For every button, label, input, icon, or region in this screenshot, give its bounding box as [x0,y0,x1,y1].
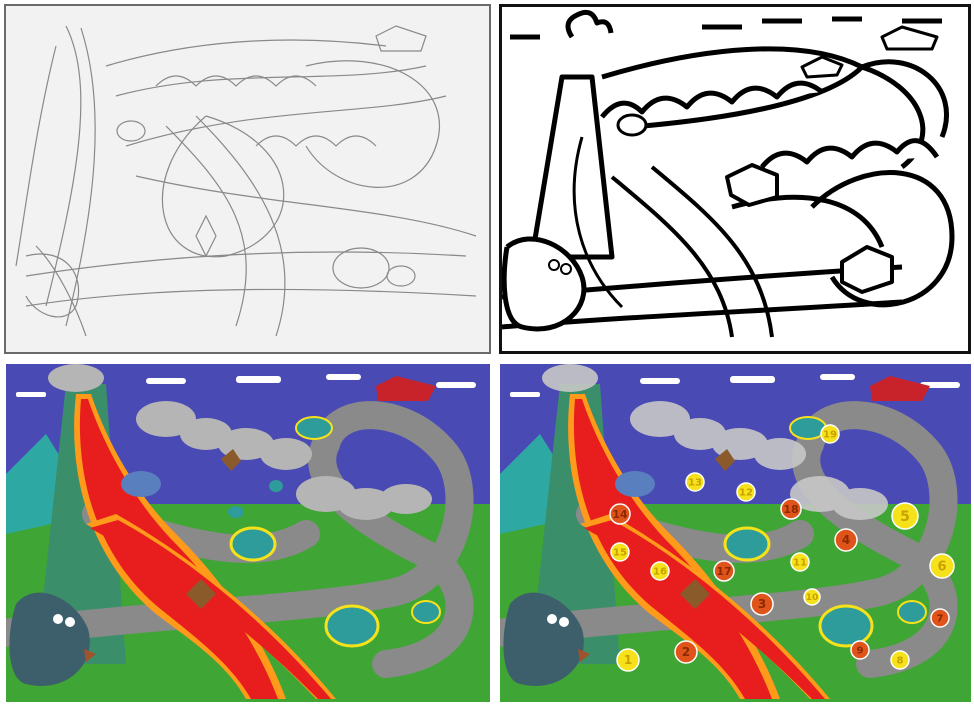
bird [221,449,241,471]
board-space-17 [713,560,735,582]
board-space-6 [929,553,955,579]
color-art-panel [6,364,490,702]
board-space-11-label: 11 [793,557,807,568]
pencil-sketch-panel [4,4,491,354]
board-space-17-label: 17 [716,565,731,578]
board-space-15 [610,542,630,562]
turtles [228,416,441,648]
smoke-cloud [48,364,432,520]
board-space-7-label: 7 [937,613,944,624]
board-space-11 [790,552,810,572]
board-space-7 [930,608,950,628]
board-space-13 [685,472,705,492]
small-creature [186,579,216,609]
board-space-9-label: 9 [857,645,864,656]
game-board-panel: 1 5 6 8 10 11 12 13 15 16 19 2 3 4 7 9 14 17 18 [500,364,971,702]
board-space-10-label: 10 [806,593,819,603]
sky-clouds [510,374,960,397]
red-hut [376,376,436,401]
board-space-8-label: 8 [897,655,904,666]
board-space-3-label: 3 [758,597,766,611]
color-art-scene [6,364,490,702]
board-space-14 [609,503,631,525]
board-space-4 [834,528,858,552]
board-space-10 [803,588,821,606]
ink-lineart-drawing [502,9,955,338]
board-space-5 [891,502,919,530]
board-space-14-label: 14 [612,508,628,521]
board-space-19 [820,424,840,444]
board-space-2 [674,640,698,664]
board-space-1 [616,648,640,672]
pencil-sketch-drawing [15,25,477,337]
sky-clouds [16,374,476,397]
board-space-1-label: 1 [624,653,632,667]
board-space-16 [650,561,670,581]
board-space-18 [780,498,802,520]
board-space-9 [850,640,870,660]
board-space-16-label: 16 [653,566,667,577]
board-space-19-label: 19 [823,429,837,440]
board-space-8 [890,650,910,670]
board-space-4-label: 4 [842,533,850,547]
board-space-5-label: 5 [900,509,910,525]
board-space-3 [750,592,774,616]
lava-flows [74,394,336,699]
board-space-15-label: 15 [613,547,627,558]
board-space-2-label: 2 [682,645,690,659]
gray-animal [9,592,90,686]
board-space-6-label: 6 [937,560,946,575]
blue-dino [121,471,161,497]
board-space-18-label: 18 [783,503,798,516]
ink-lineart-panel [499,4,971,354]
board-space-12 [736,482,756,502]
board-space-13-label: 13 [688,477,702,488]
board-space-12-label: 12 [739,487,753,498]
